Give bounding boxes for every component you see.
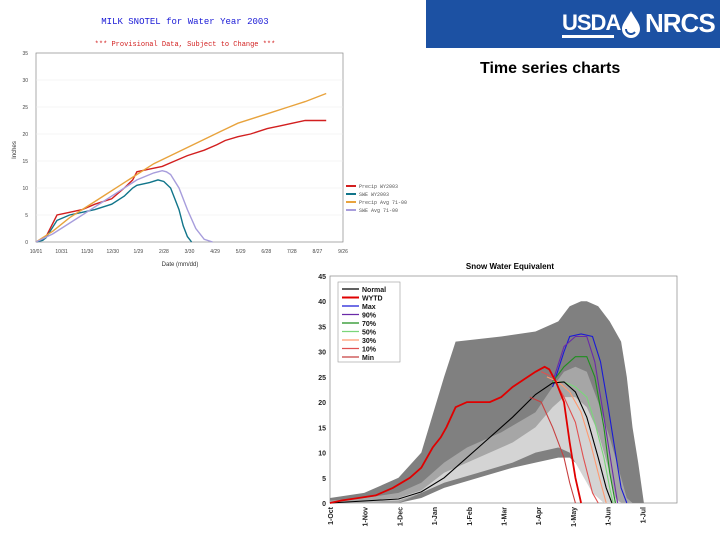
chart1-xtick: 8/27 <box>313 249 323 255</box>
chart1-ytick: 30 <box>22 78 28 84</box>
chart1-xtick: 5/29 <box>236 249 246 255</box>
snotel-chart: MILK SNOTEL for Water Year 2003 *** Prov… <box>12 17 407 268</box>
chart1-series-line <box>35 179 193 243</box>
chart1-series-line <box>35 169 213 243</box>
chart2-ytick: 15 <box>318 425 326 432</box>
chart1-xtick: 7/28 <box>287 249 297 255</box>
chart2-xtick: 1-Mar <box>502 507 509 526</box>
chart2-legend-label: 90% <box>362 313 377 320</box>
chart2-legend-label: 10% <box>362 347 377 354</box>
usda-nrcs-banner <box>426 0 720 48</box>
chart2-xtick: 1-Nov <box>363 507 370 527</box>
usda-logo-text: USDA <box>562 10 621 35</box>
chart1-subtitle: *** Provisional Data, Subject to Change … <box>95 41 276 49</box>
chart2-legend-label: Max <box>362 304 376 311</box>
chart2-xtick: 1-Jul <box>640 507 647 523</box>
chart1-xtick: 10/31 <box>55 249 68 255</box>
chart1-plot-area <box>35 52 344 243</box>
chart1-xtick: 2/28 <box>159 249 169 255</box>
chart2-xtick: 1-Feb <box>467 507 474 526</box>
chart1-legend-label: Precip WY2003 <box>359 184 398 190</box>
chart1-ytick: 10 <box>22 186 28 192</box>
chart2-ytick: 40 <box>318 299 326 306</box>
chart1-ytick: 35 <box>22 51 28 57</box>
chart2-ytick: 5 <box>322 476 326 483</box>
chart1-legend-label: Precip Avg 71-00 <box>359 200 407 206</box>
chart2-series-line <box>329 365 582 504</box>
chart1-series-line <box>35 92 327 243</box>
chart1-ytick: 15 <box>22 159 28 165</box>
chart2-legend-label: WYTD <box>362 296 383 303</box>
chart2-ytick: 45 <box>318 274 326 281</box>
chart1-ytick: 0 <box>25 240 28 246</box>
chart2-ytick: 20 <box>318 400 326 407</box>
chart2-legend-label: 70% <box>362 321 377 328</box>
chart1-xtick: 9/26 <box>338 249 348 255</box>
chart2-legend-label: Normal <box>362 287 386 294</box>
chart2-legend-label: 30% <box>362 338 377 345</box>
water-drop-icon <box>622 11 640 38</box>
chart2-xtick: 1-Dec <box>397 507 404 526</box>
chart2-series-line <box>329 381 613 504</box>
chart1-ytick: 20 <box>22 132 28 138</box>
chart1-xlabel: Date (mm/dd) <box>162 262 199 268</box>
chart2-xtick: 1-Jan <box>432 507 439 525</box>
chart1-legend-label: SWE Avg 71-00 <box>359 208 398 214</box>
chart2-title: Snow Water Equivalent <box>466 262 554 271</box>
chart2-legend-label: 50% <box>362 330 377 337</box>
chart1-xtick: 4/29 <box>210 249 220 255</box>
chart2-ytick: 0 <box>322 501 326 508</box>
chart2-xtick: 1-Oct <box>328 506 335 525</box>
chart2-series-line <box>552 335 619 504</box>
chart2-ytick: 10 <box>318 451 326 458</box>
chart2-series-line <box>552 381 614 504</box>
chart2-ytick: 35 <box>318 324 326 331</box>
nrcs-logo-text: NRCS <box>645 8 716 38</box>
chart1-xtick: 3/30 <box>185 249 195 255</box>
chart1-ylabel: Inches <box>12 141 18 159</box>
chart1-xtick: 1/29 <box>133 249 143 255</box>
swe-chart: Snow Water Equivalent 0 5 10 15 20 25 30 35 40 45… <box>318 262 678 527</box>
chart2-range-band <box>330 366 633 503</box>
chart2-series-line <box>552 356 616 504</box>
chart1-title: MILK SNOTEL for Water Year 2003 <box>101 17 268 27</box>
chart2-ytick: 30 <box>318 350 326 357</box>
chart2-legend-label: Min <box>362 355 374 362</box>
chart1-ytick: 5 <box>25 213 28 219</box>
chart1-xtick: 11/30 <box>81 249 93 255</box>
slide-title: Time series charts <box>480 60 621 77</box>
chart2-ytick: 25 <box>318 375 326 382</box>
chart2-xtick: 1-Apr <box>536 507 543 526</box>
chart2-series-line <box>529 396 576 504</box>
usda-underline <box>562 35 614 38</box>
chart1-xtick: 10/01 <box>30 249 43 255</box>
chart1-legend-label: SWE WY2003 <box>359 192 389 198</box>
chart1-xtick: 12/30 <box>106 249 119 255</box>
chart1-series-line <box>35 119 327 243</box>
chart2-xtick: 1-May <box>571 507 578 527</box>
chart1-xtick: 6/28 <box>261 249 271 255</box>
chart2-range-band <box>330 397 622 503</box>
chart1-ytick: 25 <box>22 105 28 111</box>
chart2-xtick: 1-Jun <box>606 507 613 526</box>
